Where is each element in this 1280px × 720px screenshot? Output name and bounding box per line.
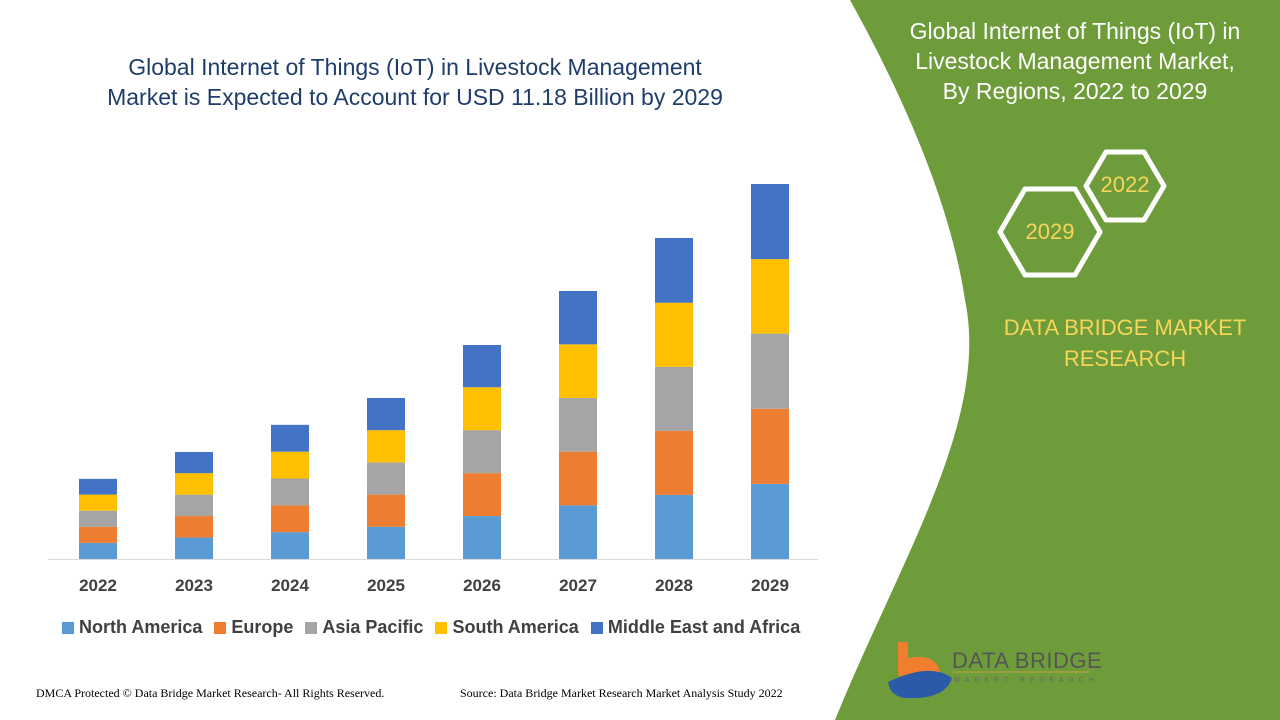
x-tick-label: 2027 (559, 576, 597, 595)
brand-text: DATA BRIDGE MARKET RESEARCH (985, 312, 1265, 374)
brand-line-2: RESEARCH (1063, 346, 1187, 371)
legend-swatch (214, 621, 227, 634)
bar-2026-asia-pacific (463, 430, 501, 474)
bar-2024-europe (271, 505, 309, 533)
bar-2023-europe (175, 516, 213, 538)
bar-2023-north-america (175, 537, 213, 559)
logo-subtext: MARKET RESEARCH (954, 677, 1099, 684)
x-tick-label: 2023 (175, 576, 213, 595)
bar-2024-south-america (271, 451, 309, 479)
title-line-2: Market is Expected to Account for USD 11… (107, 84, 723, 110)
x-tick-label: 2026 (463, 576, 501, 595)
x-tick-label: 2029 (751, 576, 789, 595)
legend-item: Asia Pacific (305, 617, 423, 638)
hex-label-2029: 2029 (1025, 219, 1075, 244)
bar-2026-north-america (463, 516, 501, 559)
bar-2023-south-america (175, 473, 213, 495)
bar-2028-south-america (655, 302, 693, 367)
legend-label: South America (452, 617, 579, 637)
legend-swatch (590, 621, 603, 634)
legend-swatch (62, 621, 74, 634)
bar-2022-europe (79, 526, 117, 543)
bar-2027-south-america (559, 344, 597, 398)
bar-2026-south-america (463, 387, 501, 431)
bar-2025-middle-east-and-africa (367, 397, 405, 431)
bar-2028-europe (655, 430, 693, 495)
side-title-line-2: Livestock Management Market, (915, 48, 1235, 74)
data-bridge-logo (888, 642, 1090, 699)
bar-2023-middle-east-and-africa (175, 452, 213, 474)
stacked-bar-chart (79, 184, 789, 559)
side-title-line-1: Global Internet of Things (IoT) in (909, 18, 1241, 44)
bar-2022-south-america (79, 494, 117, 511)
bar-2024-asia-pacific (271, 478, 309, 506)
bar-2029-south-america (751, 259, 789, 334)
legend-item: Middle East and Africa (590, 617, 801, 638)
legend-swatch (435, 621, 448, 634)
bar-2029-north-america (751, 483, 789, 559)
bar-2027-asia-pacific (559, 397, 597, 452)
legend-label: Europe (231, 617, 294, 637)
legend-item: Europe (214, 617, 293, 638)
green-side-panel (835, 0, 1280, 720)
legend-item: South America (435, 617, 579, 638)
brand-line-1: DATA BRIDGE MARKET (1003, 315, 1247, 340)
bar-2025-south-america (367, 430, 405, 463)
legend-swatch (305, 621, 318, 634)
bar-2029-asia-pacific (751, 333, 789, 409)
bar-2022-middle-east-and-africa (79, 478, 117, 495)
bar-2026-europe (463, 473, 501, 517)
bar-2029-europe (751, 408, 789, 484)
side-panel-title: Global Internet of Things (IoT) in Lives… (880, 16, 1270, 106)
side-title-line-3: By Regions, 2022 to 2029 (942, 78, 1208, 104)
bar-2027-europe (559, 451, 597, 506)
x-tick-label: 2024 (271, 576, 309, 595)
bar-2023-asia-pacific (175, 494, 213, 517)
bar-2026-middle-east-and-africa (463, 345, 501, 388)
chart-legend: North America Europe Asia Pacific South Ame… (62, 617, 800, 638)
bar-2028-asia-pacific (655, 366, 693, 431)
hex-label-2022: 2022 (1100, 172, 1150, 197)
bar-2027-north-america (559, 505, 597, 559)
title-line-1: Global Internet of Things (IoT) in Lives… (128, 54, 702, 80)
bar-2024-middle-east-and-africa (271, 424, 309, 452)
legend-item: North America (62, 617, 202, 638)
x-tick-label: 2022 (79, 576, 117, 595)
bar-2025-north-america (367, 526, 405, 559)
hexagon-2022 (1083, 149, 1167, 223)
bar-2028-north-america (655, 494, 693, 559)
legend-label: Asia Pacific (322, 617, 424, 637)
chart-title: Global Internet of Things (IoT) in Lives… (60, 52, 770, 112)
bar-2025-europe (367, 494, 405, 527)
footer-source: Source: Data Bridge Market Research Mark… (460, 686, 783, 700)
bar-2028-middle-east-and-africa (655, 238, 693, 303)
bar-2027-middle-east-and-africa (559, 290, 597, 345)
logo-text: DATA BRIDGE (952, 648, 1103, 673)
bar-2022-north-america (79, 542, 117, 559)
bar-2029-middle-east-and-africa (751, 184, 789, 260)
footer-copyright: DMCA Protected © Data Bridge Market Rese… (36, 686, 385, 700)
legend-label: North America (79, 617, 203, 637)
bar-2024-north-america (271, 532, 309, 559)
bar-2025-asia-pacific (367, 462, 405, 495)
x-tick-label: 2028 (655, 576, 693, 595)
hexagon-2029 (997, 186, 1103, 278)
bar-2022-asia-pacific (79, 510, 117, 527)
legend-label: Middle East and Africa (607, 617, 801, 637)
x-tick-label: 2025 (367, 576, 405, 595)
